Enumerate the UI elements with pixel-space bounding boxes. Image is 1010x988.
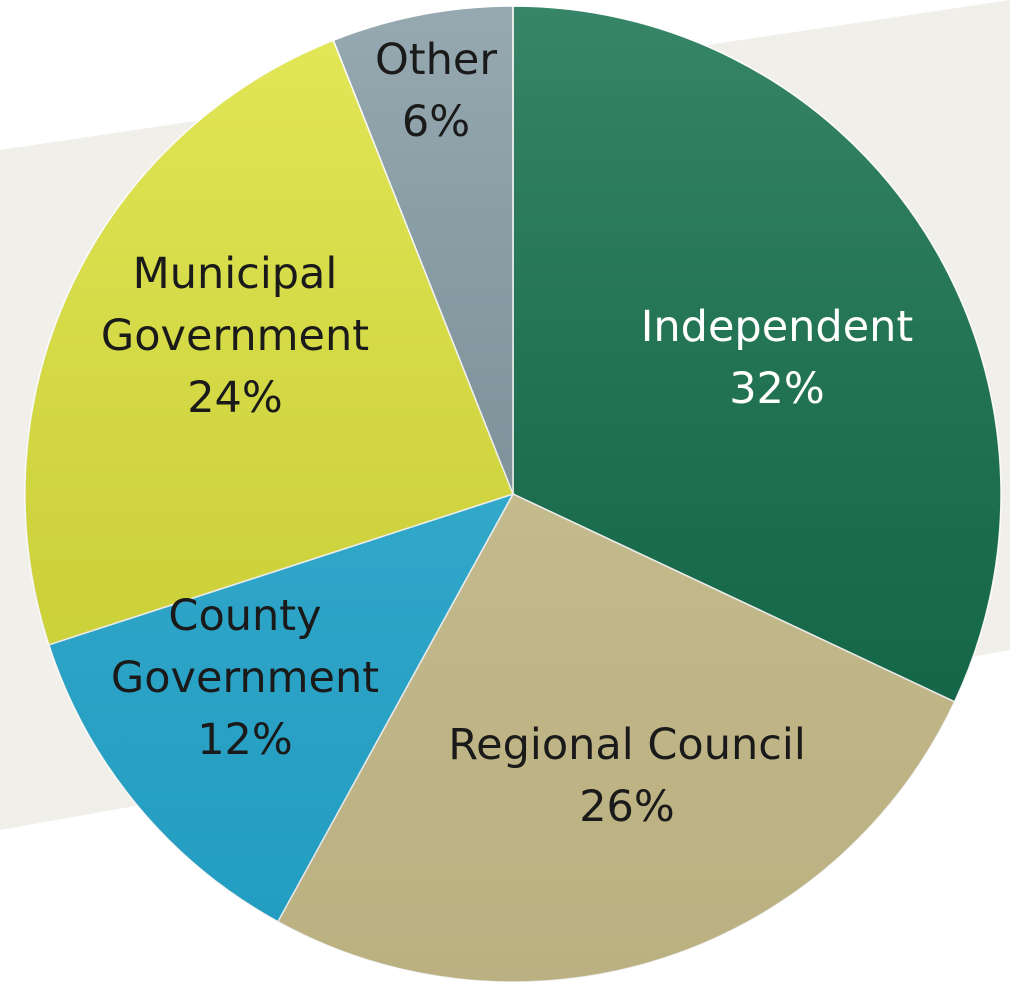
pie-shading [25, 6, 1001, 982]
data-label-line: Regional Council [448, 720, 806, 770]
data-label-line: Municipal [133, 249, 338, 299]
data-label-other: Other 6% [375, 35, 497, 147]
data-label-line: 6% [402, 97, 470, 147]
data-label-line: Government [111, 653, 379, 703]
data-label-line: County [168, 591, 321, 641]
data-label-county-government: County Government 12% [111, 591, 379, 765]
data-label-line: Other [375, 35, 497, 85]
data-label-line: 32% [729, 364, 825, 414]
pie-labels: Independent 32% Regional Council 26% County G… [101, 35, 913, 832]
data-label-line: 26% [579, 782, 675, 832]
data-label-independent: Independent 32% [641, 302, 914, 414]
data-label-line: Government [101, 311, 369, 361]
data-label-municipal-government: Municipal Government 24% [101, 249, 369, 423]
data-label-regional-council: Regional Council 26% [448, 720, 806, 832]
data-label-line: Independent [641, 302, 914, 352]
data-label-line: 12% [197, 715, 293, 765]
data-label-line: 24% [187, 373, 283, 423]
